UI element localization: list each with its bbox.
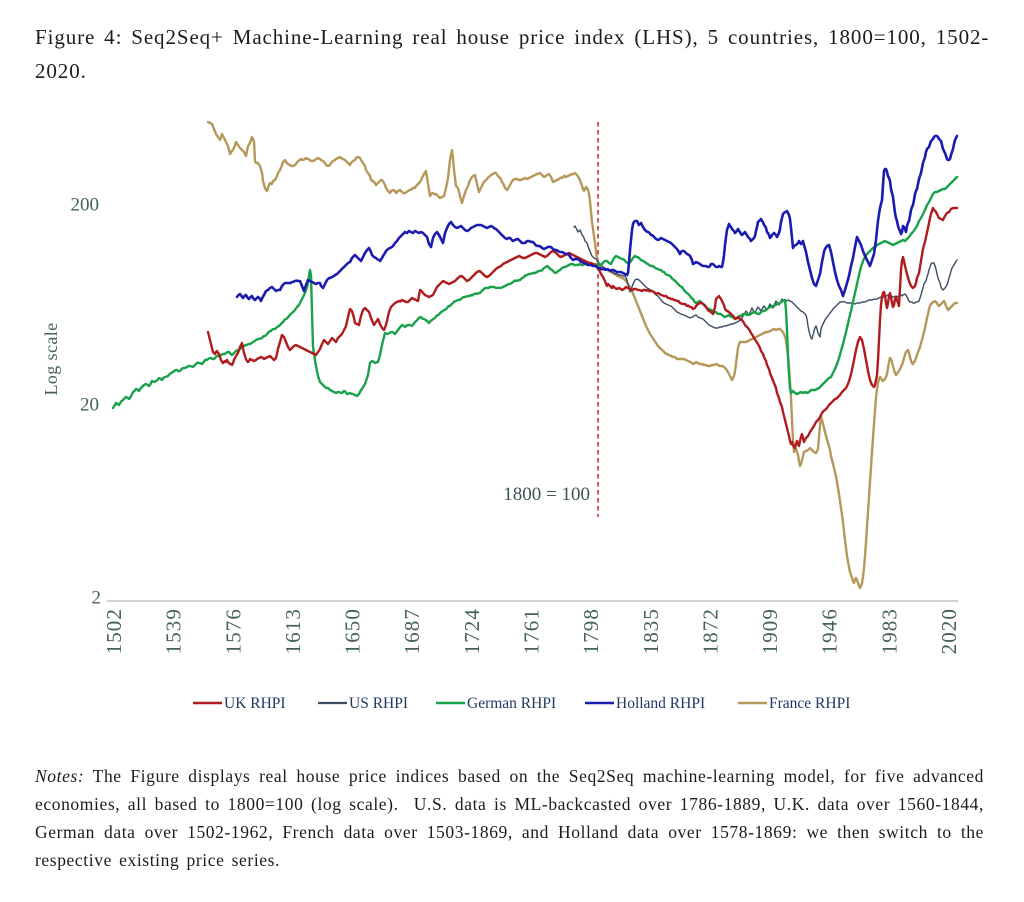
svg-text:1576: 1576 — [221, 608, 245, 654]
svg-text:1909: 1909 — [758, 608, 782, 654]
svg-text:1800 = 100: 1800 = 100 — [503, 484, 590, 505]
svg-text:France RHPI: France RHPI — [769, 695, 850, 712]
svg-text:Log scale: Log scale — [41, 322, 61, 395]
svg-text:1983: 1983 — [877, 608, 901, 654]
svg-text:1761: 1761 — [520, 608, 544, 654]
svg-text:Holland RHPI: Holland RHPI — [616, 695, 705, 712]
svg-text:1835: 1835 — [639, 608, 663, 654]
svg-text:20: 20 — [80, 394, 99, 415]
svg-text:1650: 1650 — [341, 608, 365, 654]
svg-text:2: 2 — [92, 587, 102, 608]
svg-text:German RHPI: German RHPI — [467, 695, 556, 712]
svg-text:200: 200 — [71, 194, 100, 215]
svg-text:1872: 1872 — [698, 608, 722, 654]
svg-text:US RHPI: US RHPI — [349, 695, 408, 712]
svg-text:1539: 1539 — [162, 608, 186, 654]
svg-text:1502: 1502 — [102, 608, 126, 654]
svg-text:1687: 1687 — [400, 608, 424, 654]
svg-text:1724: 1724 — [460, 608, 484, 654]
svg-text:1613: 1613 — [281, 608, 305, 654]
svg-text:1946: 1946 — [818, 608, 842, 654]
svg-text:UK RHPI: UK RHPI — [224, 695, 286, 712]
svg-text:2020: 2020 — [937, 608, 961, 654]
svg-text:1798: 1798 — [579, 608, 603, 654]
